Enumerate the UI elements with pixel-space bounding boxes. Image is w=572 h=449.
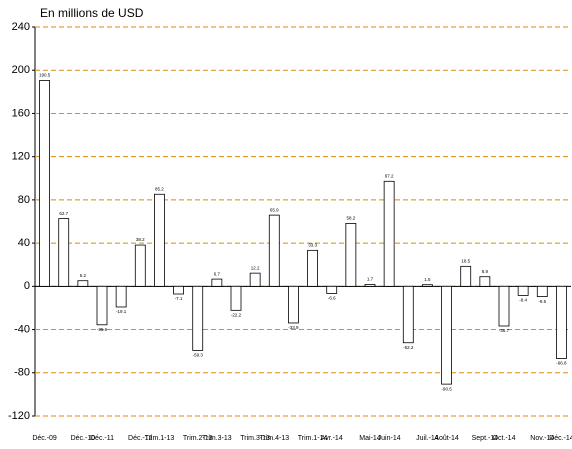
bar [134, 244, 146, 287]
bar [58, 218, 70, 287]
value-label: 1.7 [367, 277, 374, 282]
x-tick-label: Trim.2-13 [183, 435, 213, 442]
bar [326, 285, 338, 294]
value-label: -19.1 [116, 309, 127, 314]
value-label: -8.4 [519, 298, 527, 303]
bar [211, 278, 223, 287]
value-label: -59.3 [193, 353, 204, 358]
x-tick-label: Mai-14 [359, 435, 381, 442]
bar [364, 284, 376, 287]
value-label: 8.9 [482, 269, 489, 274]
bar [249, 272, 261, 287]
x-tick-label: Trim.1-13 [145, 435, 175, 442]
bar [307, 249, 318, 287]
y-tick-label: 160 [12, 107, 30, 119]
value-label: -90.5 [441, 386, 452, 391]
bar [115, 285, 127, 308]
y-tick-label: 80 [18, 194, 30, 206]
value-label: 65.9 [270, 207, 279, 212]
bar [441, 285, 452, 385]
x-tick-label: Nov.-14 [530, 435, 554, 442]
bar [154, 193, 165, 287]
value-label: 58.2 [346, 216, 355, 221]
value-label: -35.6 [97, 327, 108, 332]
x-tick-label: Juil.-14 [416, 435, 439, 442]
x-tick-label: Déc.-12 [128, 435, 153, 442]
x-tick-label: Oct.-14 [493, 435, 516, 442]
value-label: 12.2 [251, 265, 260, 270]
value-label: -66.8 [556, 361, 567, 366]
y-tick-label: 200 [12, 64, 30, 76]
y-tick-label: 240 [12, 21, 30, 33]
y-tick-label: 40 [18, 237, 30, 249]
bar [402, 285, 414, 344]
x-tick-label: Sept.-14 [472, 435, 499, 442]
value-label: 18.5 [461, 259, 470, 264]
bar [383, 180, 395, 287]
value-label: -36.7 [499, 328, 510, 333]
bar [288, 285, 299, 324]
value-label: -7.1 [175, 296, 183, 301]
x-tick-label: Trim.3-13 [202, 435, 232, 442]
bar [230, 285, 242, 311]
y-tick-label: 0 [24, 280, 30, 292]
bar [268, 214, 280, 287]
value-label: 85.2 [155, 186, 164, 191]
y-tick-label: -40 [14, 323, 30, 335]
y-tick-label: -120 [8, 410, 30, 422]
value-label: -9.5 [538, 299, 546, 304]
bar [556, 285, 567, 359]
value-label: 62.7 [59, 211, 68, 216]
value-label: 97.2 [385, 173, 394, 178]
value-label: 5.2 [80, 273, 87, 278]
value-label: -6.6 [328, 296, 336, 301]
x-tick-label: Avr.-14 [321, 435, 343, 442]
y-tick-label: -80 [14, 367, 30, 379]
value-label: -33.9 [288, 325, 299, 330]
x-tick-label: Juin-14 [378, 435, 401, 442]
value-label: -52.2 [403, 345, 414, 350]
bar [517, 285, 529, 296]
bar [345, 223, 357, 287]
bar [479, 276, 491, 287]
value-label: 6.7 [214, 271, 221, 276]
x-tick-label: Déc.-10 [71, 435, 96, 442]
bar [192, 285, 204, 351]
value-label: 33.3 [308, 243, 317, 248]
value-label: 38.2 [136, 237, 145, 242]
bar [173, 285, 184, 295]
value-label: 190.5 [39, 73, 51, 78]
x-tick-label: Trim.1-14 [298, 435, 328, 442]
chart-title: En millions de USD [40, 6, 144, 20]
y-tick-label: 120 [12, 151, 30, 163]
bar [460, 265, 472, 287]
x-tick-label: Déc.-09 [32, 435, 57, 442]
bar [96, 285, 108, 326]
value-label: 1.5 [424, 277, 431, 282]
bar [422, 284, 433, 287]
x-tick-label: Trim.3-13 [240, 435, 270, 442]
x-tick-label: Déc.-11 [90, 435, 114, 442]
bar [39, 80, 50, 287]
bar [498, 285, 510, 327]
x-tick-label: Trim.4-13 [259, 435, 289, 442]
x-tick-label: Août-14 [434, 435, 459, 442]
bar [77, 280, 89, 287]
value-label: -22.2 [231, 313, 242, 318]
x-tick-label: Déc.-14 [549, 435, 572, 442]
bar [536, 285, 548, 297]
